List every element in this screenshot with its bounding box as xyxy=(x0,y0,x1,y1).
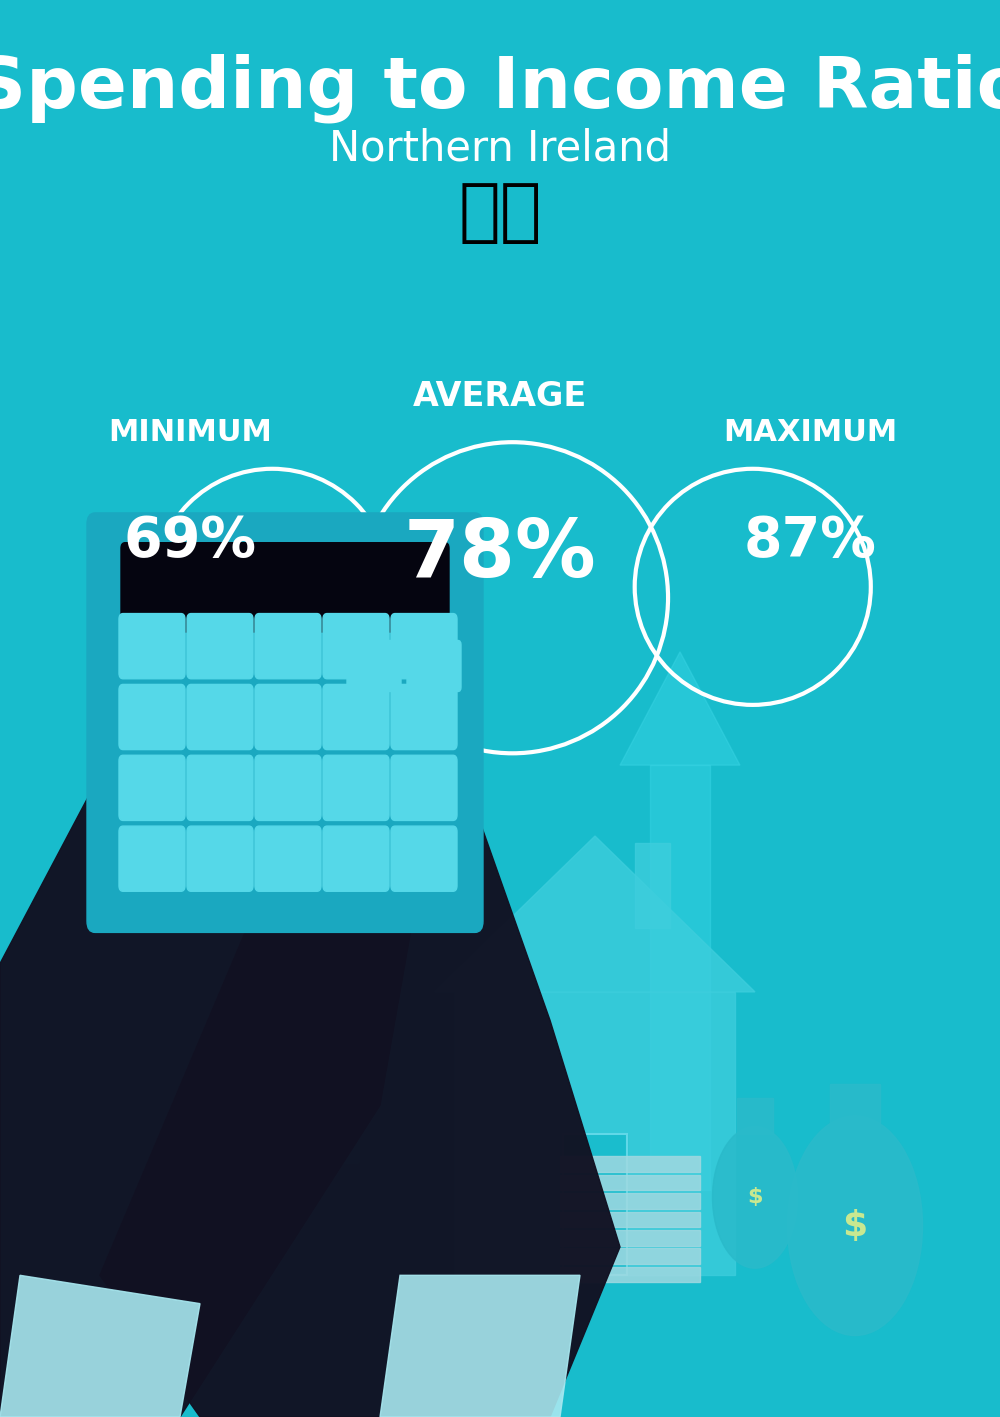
Polygon shape xyxy=(0,1275,200,1417)
FancyBboxPatch shape xyxy=(255,826,321,891)
Bar xyxy=(830,1084,880,1129)
FancyBboxPatch shape xyxy=(121,543,449,632)
Text: $: $ xyxy=(747,1187,763,1207)
FancyBboxPatch shape xyxy=(187,755,253,820)
Bar xyxy=(560,1156,700,1172)
Text: AVERAGE: AVERAGE xyxy=(413,380,587,414)
Ellipse shape xyxy=(788,1117,922,1335)
Text: Northern Ireland: Northern Ireland xyxy=(329,128,671,170)
Bar xyxy=(563,1134,627,1275)
FancyBboxPatch shape xyxy=(187,826,253,891)
Text: 69%: 69% xyxy=(124,514,256,568)
FancyBboxPatch shape xyxy=(407,640,461,691)
Bar xyxy=(560,1193,700,1209)
Polygon shape xyxy=(620,652,740,765)
Polygon shape xyxy=(435,836,755,992)
Bar xyxy=(560,1212,700,1227)
Text: 87%: 87% xyxy=(744,514,876,568)
FancyBboxPatch shape xyxy=(255,614,321,679)
Bar xyxy=(560,1248,700,1264)
Bar xyxy=(650,765,710,1190)
FancyBboxPatch shape xyxy=(87,513,483,932)
Polygon shape xyxy=(275,751,385,850)
FancyBboxPatch shape xyxy=(119,614,185,679)
Text: 78%: 78% xyxy=(404,516,596,595)
Bar xyxy=(635,843,670,928)
Polygon shape xyxy=(100,794,620,1417)
Text: Spending to Income Ratio: Spending to Income Ratio xyxy=(0,52,1000,123)
Polygon shape xyxy=(0,708,420,1417)
FancyBboxPatch shape xyxy=(119,826,185,891)
FancyBboxPatch shape xyxy=(187,614,253,679)
Bar xyxy=(563,1134,627,1275)
FancyBboxPatch shape xyxy=(323,614,389,679)
Polygon shape xyxy=(380,1275,580,1417)
Bar xyxy=(560,1267,700,1282)
FancyBboxPatch shape xyxy=(323,755,389,820)
FancyBboxPatch shape xyxy=(323,826,389,891)
FancyBboxPatch shape xyxy=(119,684,185,750)
Bar xyxy=(560,1175,700,1190)
FancyBboxPatch shape xyxy=(323,684,389,750)
Bar xyxy=(302,850,358,1162)
FancyBboxPatch shape xyxy=(347,640,401,691)
Text: MINIMUM: MINIMUM xyxy=(108,418,272,446)
FancyBboxPatch shape xyxy=(187,684,253,750)
Text: 🇬🇧: 🇬🇧 xyxy=(458,179,542,247)
FancyBboxPatch shape xyxy=(255,684,321,750)
Bar xyxy=(560,1230,700,1246)
FancyBboxPatch shape xyxy=(391,684,457,750)
FancyBboxPatch shape xyxy=(119,755,185,820)
Text: MAXIMUM: MAXIMUM xyxy=(723,418,897,446)
FancyBboxPatch shape xyxy=(391,826,457,891)
FancyBboxPatch shape xyxy=(391,614,457,679)
FancyBboxPatch shape xyxy=(255,755,321,820)
Bar xyxy=(455,992,735,1275)
Ellipse shape xyxy=(712,1127,798,1268)
FancyBboxPatch shape xyxy=(391,755,457,820)
Bar xyxy=(737,1098,773,1134)
Text: $: $ xyxy=(842,1209,868,1243)
